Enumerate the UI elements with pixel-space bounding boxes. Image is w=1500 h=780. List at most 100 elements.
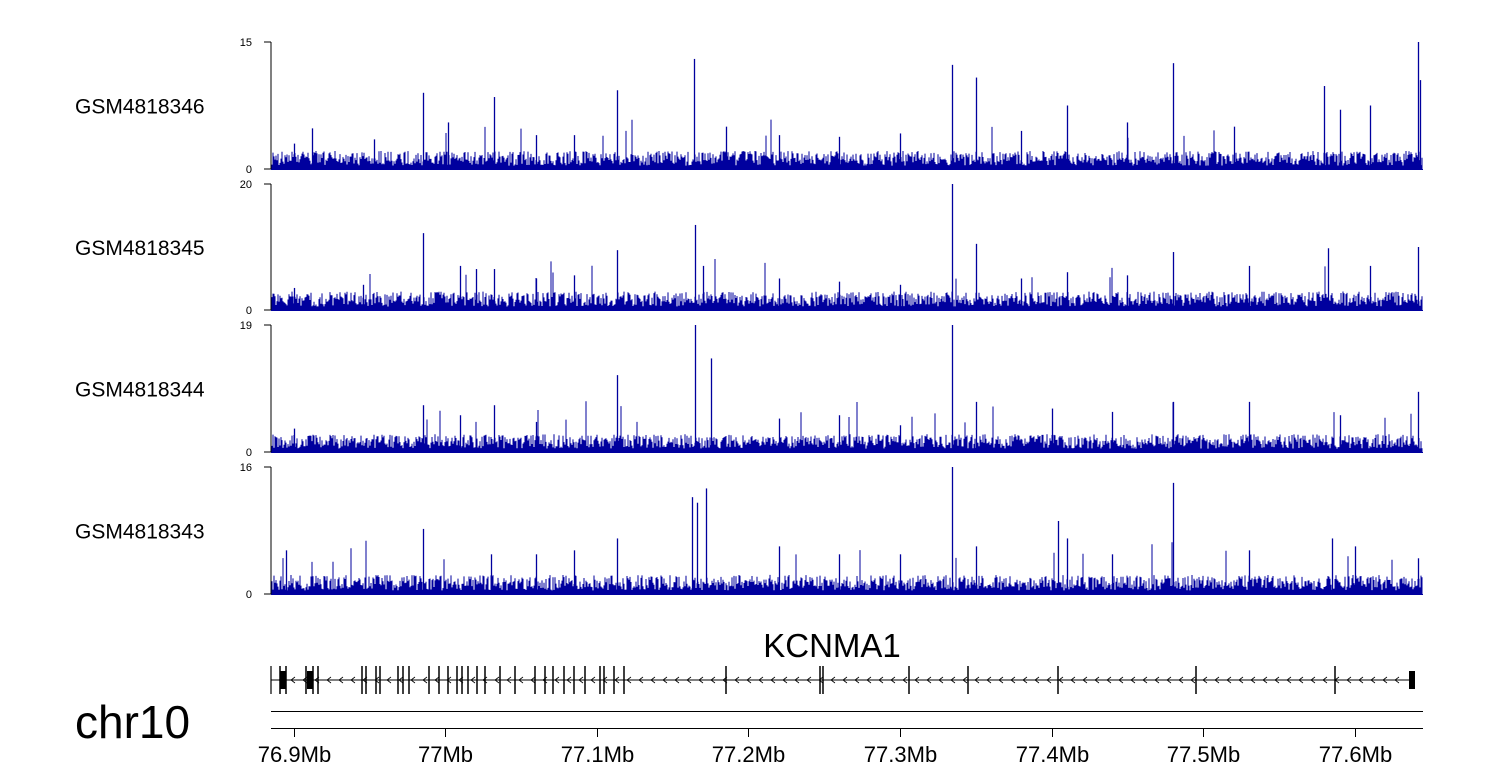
strand-arrow: [1322, 676, 1328, 684]
strand-arrow: [638, 676, 644, 684]
track-GSM4818346: GSM4818346 15 0: [75, 37, 1423, 176]
strand-arrow: [830, 676, 836, 684]
gene-label: KCNMA1: [763, 627, 901, 664]
strand-arrow: [842, 676, 848, 684]
strand-arrow: [470, 676, 476, 684]
strand-arrow: [1286, 676, 1292, 684]
exon: [484, 666, 486, 694]
strand-arrow: [1370, 676, 1376, 684]
signal-background: [271, 540, 1423, 594]
exon: [534, 666, 536, 694]
strand-arrow: [1274, 676, 1280, 684]
exon: [573, 666, 575, 694]
strand-arrow: [794, 676, 800, 684]
strand-arrow: [338, 676, 344, 684]
strand-arrow: [758, 676, 764, 684]
strand-arrow: [734, 676, 740, 684]
track-GSM4818345: GSM4818345 20 0: [75, 179, 1423, 317]
exon: [428, 666, 430, 694]
signal-background: [271, 401, 1423, 452]
strand-arrow: [890, 676, 896, 684]
strand-arrow: [1202, 676, 1208, 684]
strand-arrow: [1154, 676, 1160, 684]
x-tick-label: 77.3Mb: [864, 742, 937, 767]
exon: [1195, 666, 1197, 694]
exon: [613, 666, 615, 694]
strand-arrow: [290, 676, 296, 684]
strand-arrow: [986, 676, 992, 684]
exon: [467, 666, 469, 694]
strand-arrow: [1010, 676, 1016, 684]
exon: [447, 666, 449, 694]
exon: [603, 666, 605, 694]
strand-arrow: [854, 676, 860, 684]
exon: [1057, 666, 1059, 694]
strand-arrow: [962, 676, 968, 684]
strand-arrow: [422, 676, 428, 684]
strand-arrow: [326, 676, 332, 684]
strand-arrow: [1214, 676, 1220, 684]
exon: [361, 666, 363, 694]
strand-arrow: [1298, 676, 1304, 684]
x-tick-label: 77.5Mb: [1167, 742, 1240, 767]
signal-background: [271, 259, 1423, 310]
strand-arrow: [566, 676, 572, 684]
strand-arrow: [1082, 676, 1088, 684]
strand-arrow: [1118, 676, 1124, 684]
strand-arrow: [602, 676, 608, 684]
strand-arrow: [1070, 676, 1076, 684]
strand-arrow: [698, 676, 704, 684]
strand-arrow: [386, 676, 392, 684]
track-GSM4818344: GSM4818344 19 0: [75, 320, 1423, 459]
strand-arrow: [1034, 676, 1040, 684]
exon: [514, 666, 516, 694]
exon: [552, 666, 554, 694]
y-tick-label-max: 19: [240, 320, 252, 332]
strand-arrow: [1358, 676, 1364, 684]
signal-background: [271, 119, 1423, 169]
strand-arrow: [1346, 676, 1352, 684]
strand-arrow: [530, 676, 536, 684]
strand-arrow: [1238, 676, 1244, 684]
strand-arrow: [818, 676, 824, 684]
exon: [317, 666, 319, 694]
strand-arrow: [686, 676, 692, 684]
strand-arrow: [398, 676, 404, 684]
strand-arrow: [710, 676, 716, 684]
strand-arrow: [674, 676, 680, 684]
y-tick-label-min: 0: [246, 447, 252, 459]
strand-arrow: [1262, 676, 1268, 684]
exon: [819, 666, 821, 694]
x-tick-label: 76.9Mb: [258, 742, 331, 767]
strand-arrow: [554, 676, 560, 684]
y-tick-label-min: 0: [246, 589, 252, 601]
strand-arrow: [1130, 676, 1136, 684]
strand-arrow: [1250, 676, 1256, 684]
track-label: GSM4818345: [75, 237, 205, 260]
strand-arrow: [878, 676, 884, 684]
exon: [544, 666, 546, 694]
track-GSM4818343: GSM4818343 16 0: [75, 462, 1423, 601]
exon: [1409, 671, 1415, 689]
strand-arrow: [650, 676, 656, 684]
strand-arrow: [1226, 676, 1232, 684]
y-tick-label-max: 16: [240, 462, 252, 474]
exon: [725, 666, 727, 694]
strand-arrow: [374, 676, 380, 684]
exon: [623, 666, 625, 694]
strand-arrow: [1046, 676, 1052, 684]
y-tick-label-min: 0: [246, 164, 252, 176]
strand-arrow: [1094, 676, 1100, 684]
strand-arrow: [506, 676, 512, 684]
strand-arrow: [626, 676, 632, 684]
exon: [563, 666, 565, 694]
x-tick-label: 77.6Mb: [1319, 742, 1392, 767]
exon: [584, 666, 586, 694]
strand-arrow: [1022, 676, 1028, 684]
exon: [461, 666, 463, 694]
strand-arrow: [434, 676, 440, 684]
exon: [280, 671, 286, 689]
exon: [499, 666, 501, 694]
x-tick-label: 77.2Mb: [712, 742, 785, 767]
signal-tracks: GSM4818346150GSM4818345200GSM4818344190G…: [75, 37, 1423, 601]
